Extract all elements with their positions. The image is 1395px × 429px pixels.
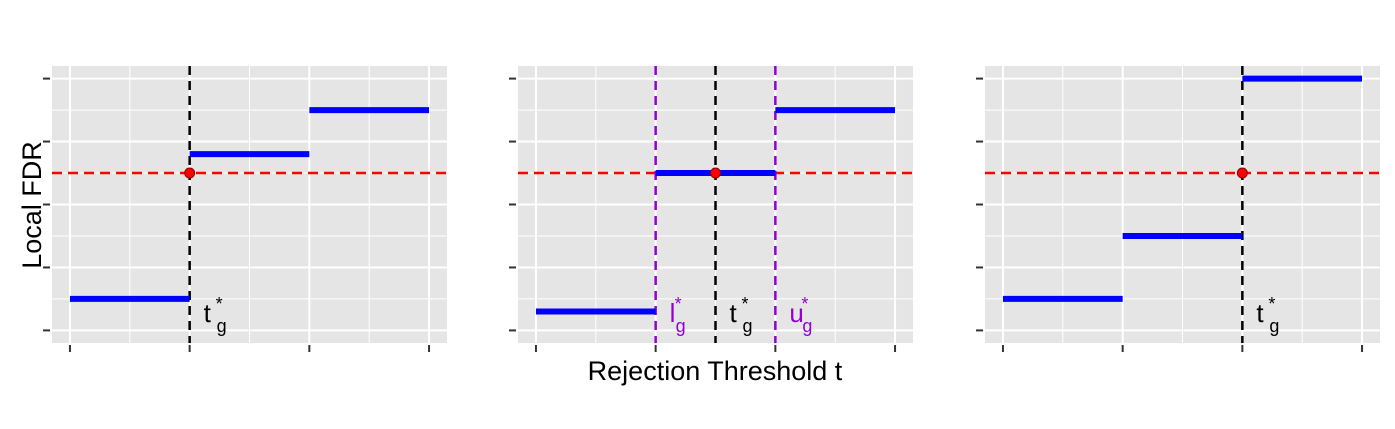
- vline-label-sub: g: [743, 316, 753, 336]
- vline-label: t: [730, 298, 738, 328]
- vline-label-sup: *: [1268, 294, 1275, 314]
- panel-1: t g*: [43, 66, 447, 352]
- vline-label-sup: *: [675, 294, 682, 314]
- crossing-point: [184, 167, 196, 179]
- vline-label: t: [1256, 298, 1264, 328]
- crossing-point: [710, 167, 721, 179]
- vline-label-sup: *: [742, 294, 749, 314]
- panel-3: t g*: [976, 66, 1380, 352]
- vline-label-sub: g: [1269, 316, 1279, 336]
- vline-label-sup: *: [216, 294, 223, 314]
- vline-label: u: [789, 298, 803, 328]
- vline-label-sub: g: [676, 316, 686, 336]
- vline-label: l: [670, 298, 676, 328]
- x-axis-title: Rejection Threshold t: [588, 356, 843, 386]
- vline-label-sub: g: [802, 316, 812, 336]
- vline-label: t: [204, 298, 212, 328]
- vline-label-sup: *: [801, 294, 808, 314]
- panels: t g* l g* t g* ug* t g*: [43, 66, 1380, 352]
- crossing-point: [1236, 167, 1248, 179]
- vline-label-sub: g: [217, 316, 227, 336]
- y-axis-title: Local FDR: [17, 141, 47, 269]
- panel-2: l g* t g* ug*: [509, 66, 913, 352]
